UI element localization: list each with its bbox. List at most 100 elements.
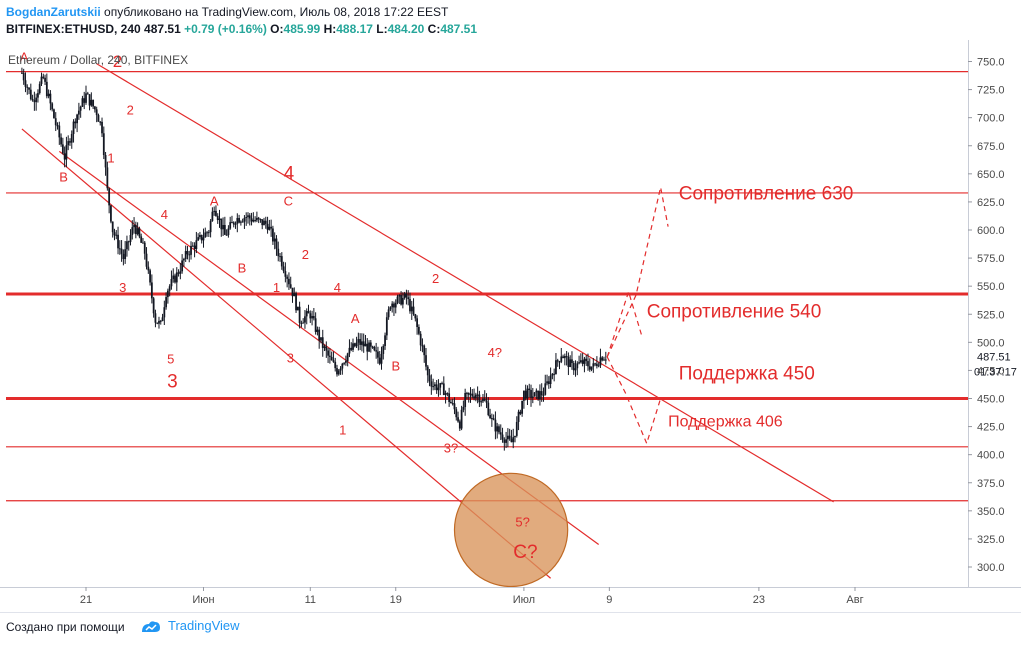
wave-annotation[interactable]: 3? — [444, 440, 458, 455]
candle-body — [433, 384, 436, 387]
projection-path[interactable] — [606, 187, 669, 358]
wave-annotation[interactable]: 4 — [161, 207, 168, 222]
candle-body — [29, 89, 32, 100]
target-zone-circle[interactable] — [453, 472, 569, 588]
candle-body — [594, 363, 597, 365]
candle-body — [499, 432, 502, 435]
channel-line[interactable] — [96, 63, 834, 503]
wave-annotation[interactable]: Сопротивление 540 — [647, 302, 822, 323]
candle-body — [450, 401, 452, 404]
wave-annotation[interactable]: Поддержка 406 — [668, 414, 783, 431]
open-value: 485.99 — [283, 22, 321, 36]
wave-annotation[interactable]: 2 — [302, 247, 309, 262]
candle-body — [190, 245, 192, 255]
candle-body — [311, 316, 313, 319]
wave-annotation[interactable]: 2 — [113, 52, 122, 71]
candle-body — [202, 237, 205, 241]
footer: Создано при помощи TradingView — [0, 612, 1021, 645]
wave-annotation[interactable]: C — [284, 193, 293, 208]
wave-annotation[interactable]: 2 — [432, 271, 439, 286]
wave-annotation[interactable]: B — [59, 170, 68, 185]
projection-down-path[interactable] — [606, 356, 662, 446]
wave-annotation[interactable]: A — [210, 193, 219, 208]
candle-body — [396, 296, 399, 303]
candle-body — [261, 219, 264, 226]
candle-body — [22, 72, 25, 81]
wave-annotation[interactable]: 4 — [284, 163, 295, 184]
wave-annotation[interactable]: 5 — [167, 352, 174, 367]
candle-body — [150, 282, 153, 299]
price-chart[interactable]: Сопротивление 630 Сопротивление 540 Поддер… — [0, 40, 1021, 612]
wave-annotation[interactable]: Сопротивление 630 — [679, 184, 854, 205]
candle-body — [556, 360, 559, 362]
candle-body — [207, 232, 210, 234]
wave-annotation[interactable]: A — [20, 50, 29, 65]
candle-body — [266, 223, 269, 230]
candle-body — [490, 418, 493, 420]
candle-body — [407, 297, 410, 300]
wave-annotation[interactable]: 4? — [488, 345, 502, 360]
high-label: H: — [323, 22, 337, 36]
candle-body — [134, 225, 137, 235]
candle-body — [503, 439, 506, 443]
candle-body — [61, 144, 64, 154]
candle-body — [218, 218, 221, 221]
wave-annotation[interactable]: B — [391, 358, 400, 373]
wave-annotation[interactable]: B — [238, 261, 247, 276]
candle-body — [86, 93, 89, 95]
candle-body — [348, 347, 351, 354]
chart-area[interactable]: Сопротивление 630 Сопротивление 540 Поддер… — [0, 40, 1021, 612]
candle-body — [275, 238, 278, 249]
candle-body — [357, 339, 360, 343]
wave-annotation[interactable]: A — [351, 311, 360, 326]
candle-body — [236, 218, 239, 224]
wave-annotation[interactable]: 3 — [119, 280, 126, 295]
wave-annotation[interactable]: 1 — [273, 280, 280, 295]
candle-body — [524, 390, 527, 399]
wave-annotation[interactable]: 1 — [107, 151, 114, 166]
last-price: 487.51 — [144, 22, 181, 36]
candle-body — [540, 391, 543, 396]
candle-body — [483, 398, 486, 401]
wave-annotation[interactable]: 1 — [339, 422, 346, 437]
wave-annotation[interactable]: 5? — [515, 515, 529, 530]
candle-body — [373, 346, 376, 351]
wave-annotation[interactable]: 4 — [334, 280, 341, 295]
wave-annotation[interactable]: C? — [513, 542, 537, 563]
candle-body — [241, 221, 244, 223]
candle-body — [76, 114, 78, 124]
x-tick-label: Июл — [513, 594, 535, 606]
wave-annotation[interactable]: 2 — [127, 102, 134, 117]
y-tick-label: 550.0 — [977, 281, 1005, 293]
candle-body — [435, 384, 438, 391]
candle-body — [24, 80, 27, 87]
candle-body — [200, 234, 203, 241]
candle-body — [37, 93, 39, 98]
projection-alt-path[interactable] — [606, 289, 642, 358]
wave-annotation[interactable]: Поддержка 450 — [679, 363, 815, 384]
candle-body — [250, 218, 253, 222]
candle-body — [478, 394, 481, 403]
y-tick-label: 575.0 — [977, 253, 1005, 265]
author-link[interactable]: BogdanZarutskii — [6, 5, 101, 19]
candle-body — [346, 353, 349, 361]
wave-annotation[interactable]: 3 — [167, 371, 178, 392]
candle-body — [108, 188, 111, 206]
candle-body — [362, 341, 365, 347]
candle-body — [268, 226, 271, 230]
tradingview-brand-link[interactable]: TradingView — [168, 618, 240, 633]
candle-body — [599, 357, 602, 366]
wave-annotation[interactable]: 3 — [287, 351, 294, 366]
candle-body — [314, 318, 317, 332]
candle-body — [213, 210, 216, 212]
candle-body — [482, 398, 484, 402]
candle-body — [428, 375, 431, 382]
symbol-label[interactable]: BITFINEX:ETHUSD, 240 — [6, 22, 141, 36]
candle-body — [166, 290, 169, 298]
candle-body — [558, 361, 561, 363]
candle-body — [398, 294, 401, 297]
candle-body — [136, 228, 139, 235]
candle-body — [417, 326, 420, 334]
tradingview-logo-icon[interactable] — [140, 619, 162, 635]
candle-body — [336, 368, 338, 375]
